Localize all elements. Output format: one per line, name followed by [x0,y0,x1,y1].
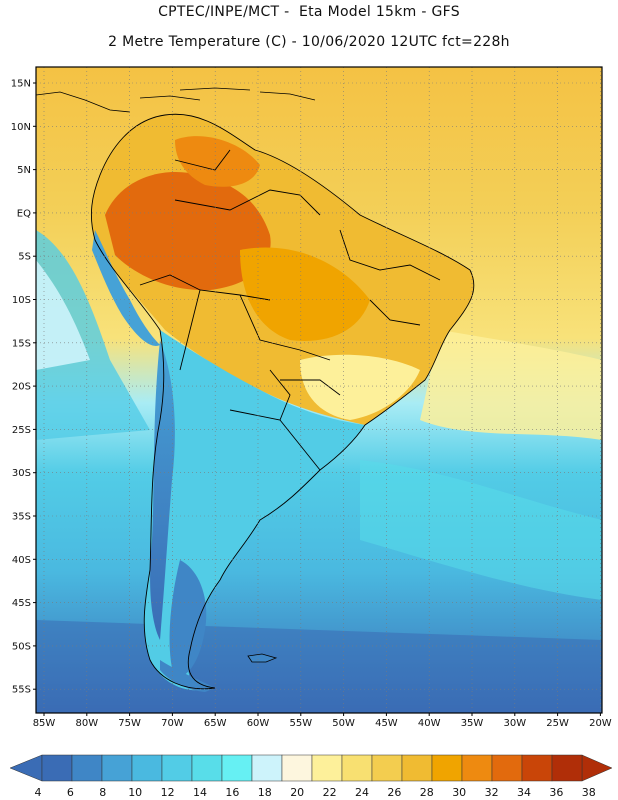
lat-label: 35S [12,512,31,523]
lon-label: 30W [503,718,526,729]
andes-north-cold [92,230,160,346]
lat-label: 20S [12,382,31,393]
lat-label: 25S [12,425,31,436]
southeast-mild [300,354,420,420]
colorbar-right-arrow [581,754,613,782]
colorbar-label: 32 [485,786,499,799]
colorbar-box [281,754,313,782]
lat-label: 30S [12,468,31,479]
colorbar-label: 38 [582,786,596,799]
colorbar-label: 30 [452,786,466,799]
colorbar-label: 22 [323,786,337,799]
lat-label: 10S [12,295,31,306]
colorbar-label: 16 [225,786,239,799]
lon-label: 40W [418,718,441,729]
colorbar-box [431,754,463,782]
pacific-cool [36,230,150,440]
colorbar-label: 14 [193,786,207,799]
lat-label: 5S [18,252,31,263]
colorbar-left-arrow [9,754,43,782]
colorbar-label: 20 [290,786,304,799]
lon-label: 50W [332,718,355,729]
patagonia-cold [169,560,207,680]
colorbar-labels: 4 6 8 10 12 14 16 18 20 22 24 26 28 30 32 34 36 38 [35,786,596,799]
lat-label: 40S [12,555,31,566]
title-line-1: CPTEC/INPE/MCT - Eta Model 15km - GFS [158,4,460,20]
lon-label: 70W [161,718,184,729]
colorbar-label: 26 [387,786,401,799]
lat-label: 55S [12,685,31,696]
lat-label: 50S [12,641,31,652]
colorbar-label: 12 [161,786,175,799]
colorbar-box [161,754,193,782]
falkland-islands [247,653,278,663]
lon-label: 55W [289,718,312,729]
lat-label: 15S [12,338,31,349]
colorbar-box [131,754,163,782]
lon-label: 85W [33,718,56,729]
andes-cold [150,340,175,640]
colorbar-label: 24 [355,786,369,799]
lon-label: 65W [204,718,227,729]
lon-label: 45W [375,718,398,729]
central-warm [240,247,370,341]
title-line-2: 2 Metre Temperature (C) - 10/06/2020 12U… [108,34,510,50]
colorbar-label: 6 [67,786,74,799]
map-panel [36,67,602,713]
colorbar-label: 10 [128,786,142,799]
colorbar-box [401,754,433,782]
amazon-warm [175,136,260,187]
cool-band [360,460,602,600]
lat-label: 45S [12,598,31,609]
colorbar-box [311,754,343,782]
warm-band [420,330,602,440]
lon-label: 60W [247,718,270,729]
amazon-hot-core [105,171,271,291]
colorbar-box [491,754,523,782]
colorbar-label: 36 [549,786,563,799]
colorbar-box [251,754,283,782]
colorbar-box [341,754,373,782]
lat-label: 15N [11,79,31,90]
lon-label: 35W [461,718,484,729]
colorbar-box [221,754,253,782]
lat-label: EQ [17,208,31,219]
lon-label: 80W [75,718,98,729]
map-frame [35,66,603,714]
colorbar-box [41,754,73,782]
colorbar-label: 18 [258,786,272,799]
lat-label: 10N [11,122,31,133]
lon-label: 25W [546,718,569,729]
country-borders [90,113,475,690]
colorbar-box [521,754,553,782]
lon-label: 20W [589,718,612,729]
colorbar-box [371,754,403,782]
lat-label: 5N [17,165,31,176]
colorbar [9,754,613,782]
latitude-labels: 15N 10N 5N EQ 5S 10S 15S 20S 25S 30S 35S 40S 45S 50S 5… [11,79,36,696]
colorbar-box [191,754,223,782]
lon-label: 75W [118,718,141,729]
colorbar-label: 8 [99,786,106,799]
colorbar-label: 28 [420,786,434,799]
colorbar-box [71,754,103,782]
colorbar-box [551,754,583,782]
longitude-labels: 85W 80W 75W 70W 65W 60W 55W 50W 45W 40W 35W 30W 25W 2… [33,713,612,729]
colorbar-box [101,754,133,782]
colorbar-box [461,754,493,782]
colorbar-label: 4 [35,786,42,799]
colorbar-label: 34 [517,786,531,799]
